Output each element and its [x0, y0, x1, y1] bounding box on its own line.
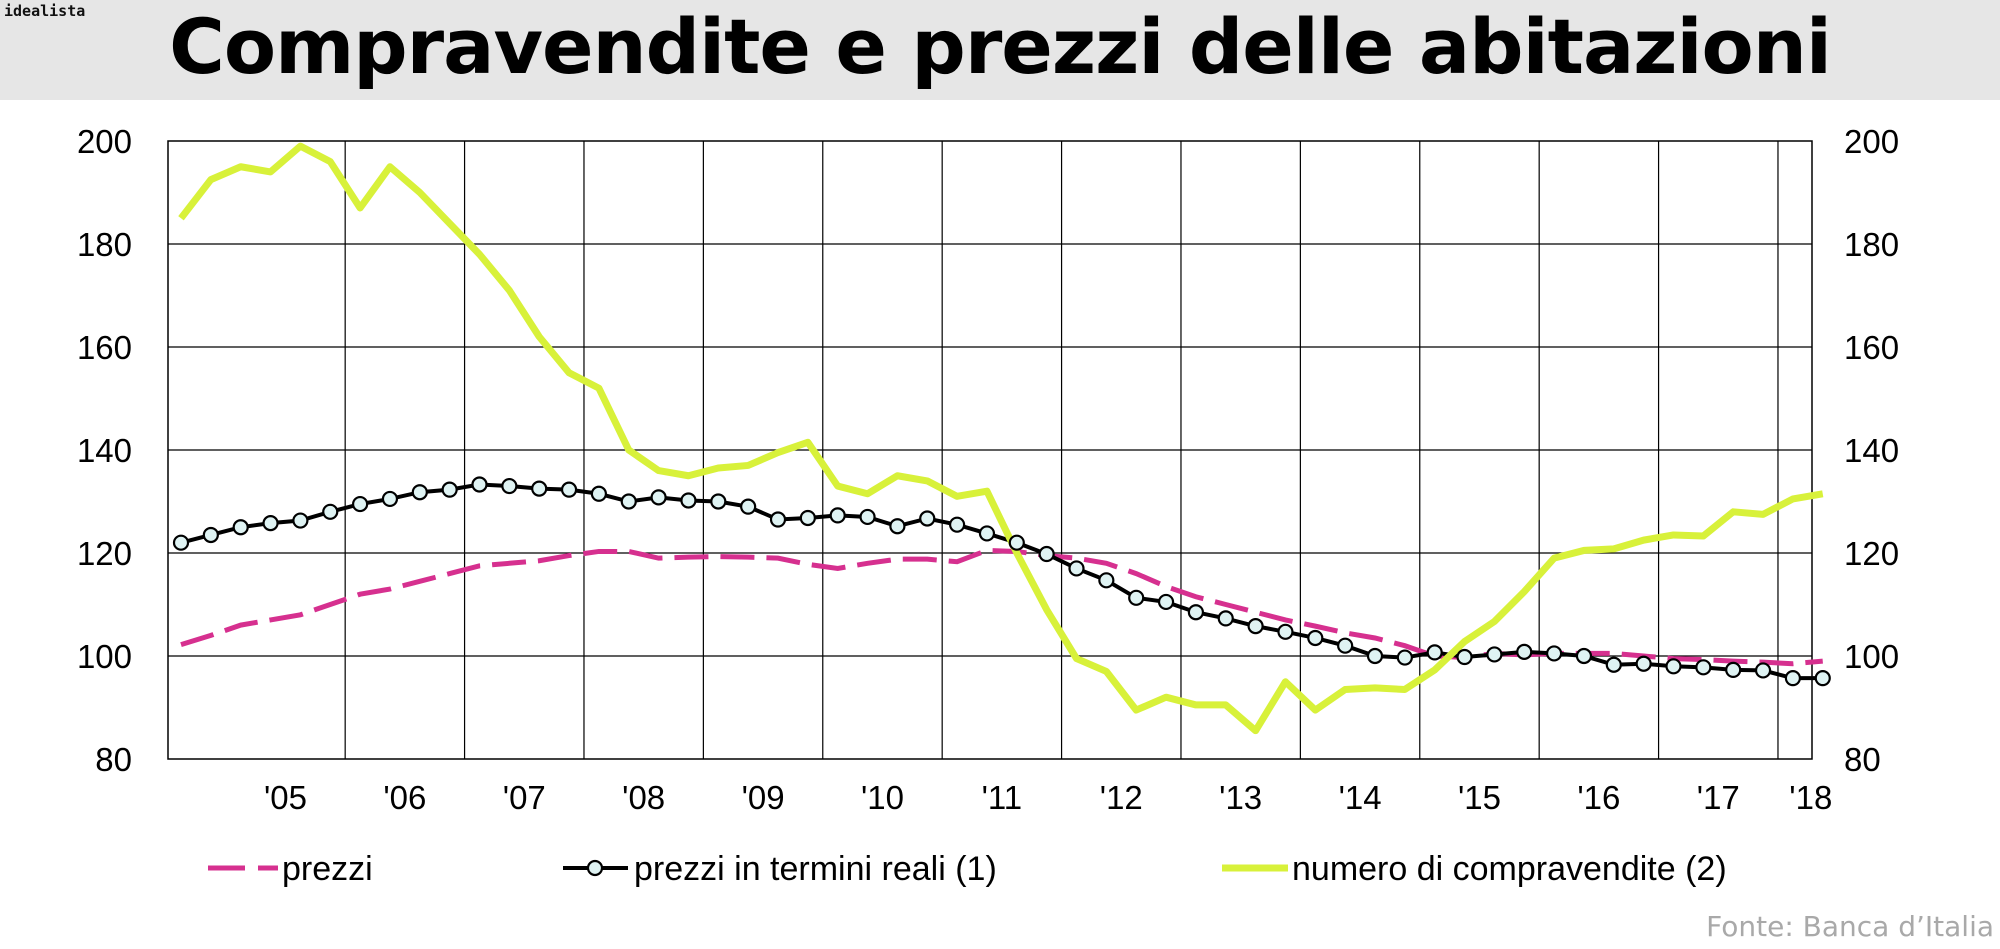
legend-swatch-prezzi-reali-marker — [586, 859, 604, 877]
series-prezzi-reali-point — [471, 476, 488, 493]
series-prezzi-reali-point — [202, 526, 219, 544]
series-prezzi-reali-point — [948, 516, 966, 533]
series-prezzi-reali-point — [799, 509, 816, 527]
series-prezzi-reali-point — [1337, 637, 1354, 654]
x-tick-label: '06 — [383, 779, 426, 816]
series-prezzi-reali-point — [232, 519, 249, 536]
x-tick-label: '05 — [264, 779, 307, 816]
series-prezzi-reali-point — [1486, 646, 1503, 663]
y-tick-label-left: 140 — [77, 432, 132, 469]
series-prezzi-line — [180, 547, 1823, 667]
series-prezzi-reali-point — [680, 492, 697, 509]
x-tick-label: '11 — [982, 779, 1023, 816]
series-prezzi-reali-point — [1784, 670, 1802, 687]
series-prezzi-reali-point — [1038, 545, 1055, 563]
series-prezzi-reali-point — [1157, 593, 1175, 611]
series-prezzi-reali-point — [501, 477, 518, 495]
series-prezzi-reali-point — [769, 511, 787, 528]
y-tick-label-right: 200 — [1844, 123, 1899, 160]
series-prezzi-reali-point — [1516, 643, 1533, 660]
y-tick-label-right: 180 — [1844, 226, 1899, 263]
legend-label-prezzi-reali: prezzi in termini reali (1) — [634, 850, 997, 888]
series-prezzi-reali-point — [1396, 649, 1413, 666]
series-prezzi-reali-point — [172, 534, 190, 551]
series-compravendite-line — [178, 142, 1824, 735]
series-prezzi-reali-point — [710, 493, 727, 510]
series-prezzi-reali-point — [1098, 572, 1115, 589]
series-prezzi-reali-point — [1605, 656, 1622, 673]
series-prezzi-reali-point — [1128, 589, 1145, 606]
series-prezzi-reali-point — [650, 489, 667, 506]
y-tick-label-left: 160 — [77, 329, 132, 366]
series-prezzi-reali-point — [1008, 534, 1025, 551]
series-prezzi-reali-point — [1545, 645, 1563, 662]
x-tick-label: '07 — [503, 779, 546, 816]
series-prezzi-reali-point — [1665, 658, 1682, 675]
x-tick-label: '15 — [1458, 779, 1501, 816]
x-tick-label: '17 — [1697, 779, 1740, 816]
series-prezzi-reali-point — [411, 484, 428, 501]
x-tick-label: '08 — [622, 779, 665, 816]
x-tick-label: '10 — [861, 779, 904, 816]
x-tick-label: '13 — [1219, 779, 1262, 816]
chart-title: Compravendite e prezzi delle abitazioni — [169, 2, 1832, 91]
series-prezzi-reali-point — [978, 525, 996, 542]
series-prezzi-reali-point — [560, 481, 578, 498]
y-tick-label-right: 120 — [1844, 535, 1899, 572]
y-tick-label-left: 100 — [77, 638, 132, 675]
series-prezzi-reali-point — [1187, 604, 1205, 621]
series-prezzi-reali-point — [829, 507, 846, 524]
x-tick-label: '12 — [1100, 779, 1143, 816]
y-tick-label-right: 140 — [1844, 432, 1899, 469]
series-prezzi-reali-point — [919, 510, 936, 527]
series-prezzi-reali-point — [262, 515, 279, 532]
series-prezzi-reali-point — [1575, 647, 1593, 665]
y-tick-label-right: 80 — [1844, 741, 1881, 778]
series-prezzi-reali-point — [1635, 655, 1652, 672]
series-prezzi-reali-point — [531, 480, 548, 497]
series-prezzi-reali-point — [292, 512, 309, 529]
series-prezzi-reali-point — [1725, 661, 1742, 679]
title-banner — [0, 0, 2000, 100]
series-prezzi-reali-point — [381, 490, 399, 508]
x-tick-label: '18 — [1789, 779, 1832, 816]
y-tick-label-right: 100 — [1844, 638, 1899, 675]
y-tick-label-left: 200 — [77, 123, 132, 160]
series-prezzi-reali-point — [1814, 670, 1831, 687]
y-tick-label-left: 80 — [95, 741, 132, 778]
series-prezzi-reali-point — [1456, 648, 1473, 666]
source-note: Fonte: Banca d’Italia — [1706, 910, 1994, 943]
x-tick-label: '09 — [742, 779, 785, 816]
y-tick-label-left: 120 — [77, 535, 132, 572]
y-tick-label-left: 180 — [77, 226, 132, 263]
brand-logo: idealista — [4, 2, 86, 20]
x-tick-label: '14 — [1339, 779, 1382, 816]
y-tick-label-right: 160 — [1844, 329, 1899, 366]
legend-label-compravendite: numero di compravendite (2) — [1292, 850, 1727, 888]
series-prezzi-reali-point — [322, 503, 339, 520]
series-prezzi-reali-point — [859, 508, 876, 526]
series-prezzi-reali-point — [1247, 618, 1264, 635]
series-prezzi-reali-point — [889, 518, 906, 535]
series-prezzi-reali-point — [590, 485, 608, 502]
series-prezzi-reali-point — [1217, 610, 1234, 627]
series-prezzi-reali-point — [1754, 662, 1772, 679]
series-prezzi-reali-point — [1068, 560, 1085, 577]
series-prezzi-reali-point — [740, 498, 757, 515]
series-prezzi-reali-point — [1426, 644, 1443, 661]
series-prezzi-reali-point — [1307, 629, 1324, 647]
series-prezzi-reali-point — [441, 481, 458, 498]
series-prezzi-reali-point — [620, 493, 637, 510]
x-tick-label: '16 — [1577, 779, 1620, 816]
series-prezzi-reali-point — [1277, 623, 1294, 640]
series-prezzi-reali-point — [1366, 647, 1384, 665]
legend-label-prezzi: prezzi — [282, 850, 373, 888]
series-prezzi-reali-point — [352, 495, 369, 513]
series-prezzi-reali-point — [1695, 659, 1712, 676]
